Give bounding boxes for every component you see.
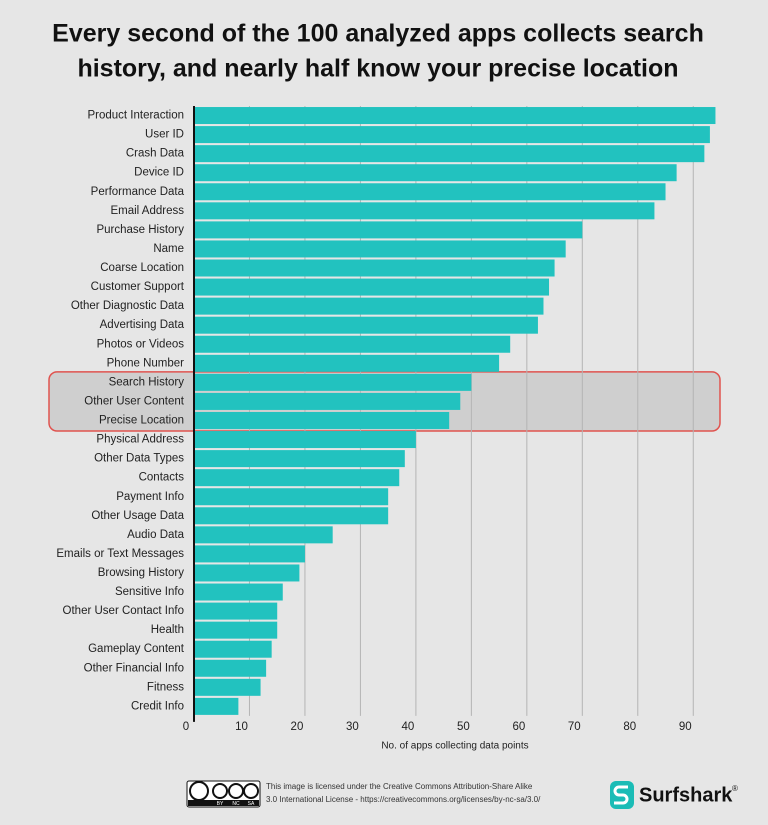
brand-mark: ® bbox=[732, 784, 738, 793]
bar bbox=[194, 583, 283, 601]
y-tick-label: Audio Data bbox=[127, 529, 185, 541]
y-tick-label: Customer Support bbox=[91, 281, 185, 293]
chart-title: Every second of the 100 analyzed apps co… bbox=[52, 20, 704, 48]
y-tick-label: Health bbox=[151, 624, 184, 636]
sa-icon bbox=[243, 783, 259, 799]
bar bbox=[194, 507, 389, 525]
y-tick-label: Sensitive Info bbox=[115, 586, 184, 598]
x-tick-label: 60 bbox=[512, 721, 525, 733]
bar bbox=[194, 164, 677, 182]
x-tick-label: 40 bbox=[401, 721, 414, 733]
bar bbox=[194, 392, 461, 410]
license-text: This image is licensed under the Creativ… bbox=[266, 782, 533, 791]
x-axis-label: No. of apps collecting data points bbox=[381, 741, 528, 752]
x-tick-label: 20 bbox=[291, 721, 304, 733]
bar bbox=[194, 697, 239, 715]
y-tick-label: Phone Number bbox=[107, 357, 185, 369]
brand-logo-s bbox=[613, 785, 629, 805]
bar bbox=[194, 202, 655, 220]
y-tick-label: Physical Address bbox=[96, 434, 184, 446]
bar bbox=[194, 297, 544, 315]
cc-badge-text: BY bbox=[217, 801, 224, 807]
y-tick-label: Contacts bbox=[139, 472, 185, 484]
y-tick-label: Search History bbox=[109, 376, 185, 388]
bar bbox=[194, 621, 278, 639]
bar bbox=[194, 278, 550, 296]
y-tick-label: Email Address bbox=[110, 205, 184, 217]
bar bbox=[194, 469, 400, 487]
x-tick-label: 80 bbox=[623, 721, 636, 733]
y-tick-label: Other User Contact Info bbox=[63, 605, 184, 617]
bar bbox=[194, 564, 300, 582]
y-tick-label: Advertising Data bbox=[100, 319, 185, 331]
y-tick-label: Name bbox=[153, 243, 184, 255]
y-tick-label: Payment Info bbox=[116, 491, 184, 503]
y-tick-label: Precise Location bbox=[99, 415, 184, 427]
y-tick-label: Emails or Text Messages bbox=[56, 548, 184, 560]
y-tick-label: Other Data Types bbox=[94, 453, 184, 465]
cc-badge-band bbox=[188, 800, 259, 806]
cc-badge-text: SA bbox=[248, 801, 255, 807]
y-tick-label: Other Financial Info bbox=[84, 662, 184, 674]
y-tick-label: Product Interaction bbox=[87, 110, 184, 122]
bar bbox=[194, 259, 555, 277]
brand: Surfshark bbox=[639, 784, 733, 806]
bar bbox=[194, 316, 538, 334]
x-tick-label: 50 bbox=[457, 721, 470, 733]
bar bbox=[194, 126, 710, 144]
bar bbox=[194, 678, 261, 696]
bar bbox=[194, 545, 305, 563]
x-tick-label: 90 bbox=[679, 721, 692, 733]
y-tick-label: Gameplay Content bbox=[88, 643, 185, 655]
y-tick-label: Crash Data bbox=[126, 148, 185, 160]
y-tick-label: Other Diagnostic Data bbox=[71, 300, 185, 312]
y-tick-label: Purchase History bbox=[96, 224, 184, 236]
bar bbox=[194, 107, 716, 125]
y-tick-label: Other User Content bbox=[84, 395, 185, 407]
nc-icon bbox=[228, 783, 244, 799]
bar bbox=[194, 450, 405, 468]
y-tick-label: Performance Data bbox=[91, 186, 185, 198]
y-tick-label: Other Usage Data bbox=[91, 510, 184, 522]
bar bbox=[194, 183, 666, 201]
bar bbox=[194, 659, 267, 677]
cc-icon bbox=[189, 781, 209, 801]
y-tick-label: Photos or Videos bbox=[97, 338, 185, 350]
bar bbox=[194, 335, 511, 353]
bar bbox=[194, 373, 472, 391]
bar bbox=[194, 221, 583, 239]
bar bbox=[194, 488, 389, 506]
chart-title: history, and nearly half know your preci… bbox=[77, 55, 678, 83]
bar bbox=[194, 354, 500, 372]
x-tick-label: 30 bbox=[346, 721, 359, 733]
x-tick-label: 70 bbox=[568, 721, 581, 733]
x-tick-label: 10 bbox=[235, 721, 248, 733]
bar bbox=[194, 640, 272, 658]
by-icon bbox=[212, 783, 228, 799]
bar bbox=[194, 431, 416, 449]
bar bbox=[194, 240, 566, 258]
y-tick-label: Coarse Location bbox=[100, 262, 184, 274]
footer: BY NC SA This image is licensed under th… bbox=[186, 780, 738, 809]
y-tick-label: Device ID bbox=[134, 167, 184, 179]
y-tick-label: Fitness bbox=[147, 681, 184, 693]
bar bbox=[194, 602, 278, 620]
bar bbox=[194, 145, 705, 163]
bar bbox=[194, 526, 333, 544]
license-text: 3.0 International License - https://crea… bbox=[266, 795, 541, 804]
y-tick-label: Credit Info bbox=[131, 700, 184, 712]
x-tick-label: 0 bbox=[183, 721, 189, 733]
bar bbox=[194, 411, 450, 429]
y-tick-label: User ID bbox=[145, 129, 184, 141]
y-tick-label: Browsing History bbox=[98, 567, 185, 579]
cc-badge-text: NC bbox=[232, 801, 240, 807]
